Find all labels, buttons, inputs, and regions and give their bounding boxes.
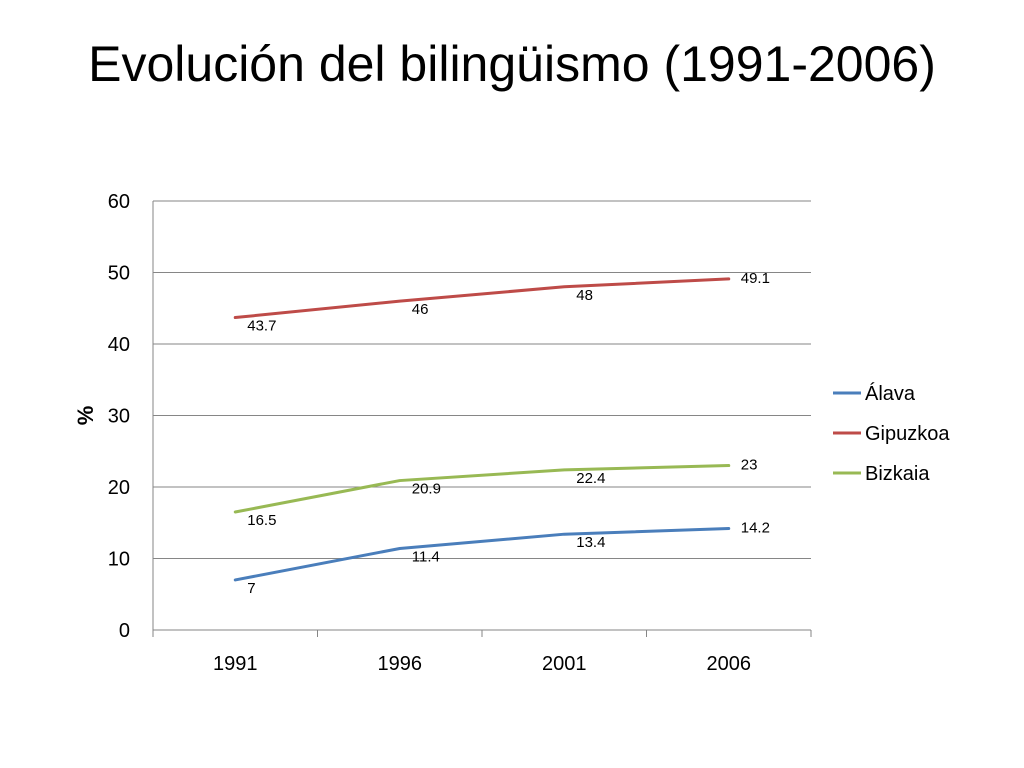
data-label: 48 [576, 287, 593, 304]
data-labels: 7 11.4 13.4 14.2 43.7 46 48 49.1 16.5 20.9 22.4 23 [247, 270, 770, 597]
y-tick-label: 60 [108, 191, 130, 213]
data-label: 43.7 [247, 318, 276, 335]
slide-title: Evolución del bilingüismo (1991-2006) [88, 36, 936, 92]
legend: Álava Gipuzkoa Bizkaia [833, 382, 950, 485]
legend-label: Bizkaia [865, 463, 930, 485]
y-tick-label: 10 [108, 549, 130, 571]
x-tick-label: 2001 [542, 653, 587, 675]
series-lines [233, 277, 731, 582]
gridlines [153, 200, 811, 559]
data-label: 46 [412, 301, 429, 318]
y-tick-label: 40 [108, 334, 130, 356]
series-line [233, 464, 731, 514]
data-label: 16.5 [247, 512, 276, 529]
data-label: 23 [741, 457, 758, 474]
legend-label: Gipuzkoa [865, 423, 950, 445]
y-tick-label: 50 [108, 263, 130, 285]
x-tick-label: 1991 [213, 653, 258, 675]
data-label: 13.4 [576, 534, 605, 551]
y-tick-label: 20 [108, 477, 130, 499]
series-line [233, 526, 731, 582]
series-line [233, 277, 731, 320]
data-label: 49.1 [741, 270, 770, 287]
x-tick-label: 1996 [378, 653, 423, 675]
x-tick-label: 2006 [707, 653, 752, 675]
data-label: 7 [247, 580, 255, 597]
y-tick-label: 0 [119, 620, 130, 642]
data-label: 22.4 [576, 470, 605, 487]
legend-label: Álava [865, 382, 916, 405]
y-tick-label: 30 [108, 406, 130, 428]
data-label: 14.2 [741, 519, 770, 536]
axes: 0 10 20 30 40 50 60 1991 1996 2001 2006% [73, 191, 812, 675]
y-axis-label: % [73, 406, 98, 426]
data-label: 20.9 [412, 481, 441, 498]
data-label: 11.4 [412, 548, 440, 565]
